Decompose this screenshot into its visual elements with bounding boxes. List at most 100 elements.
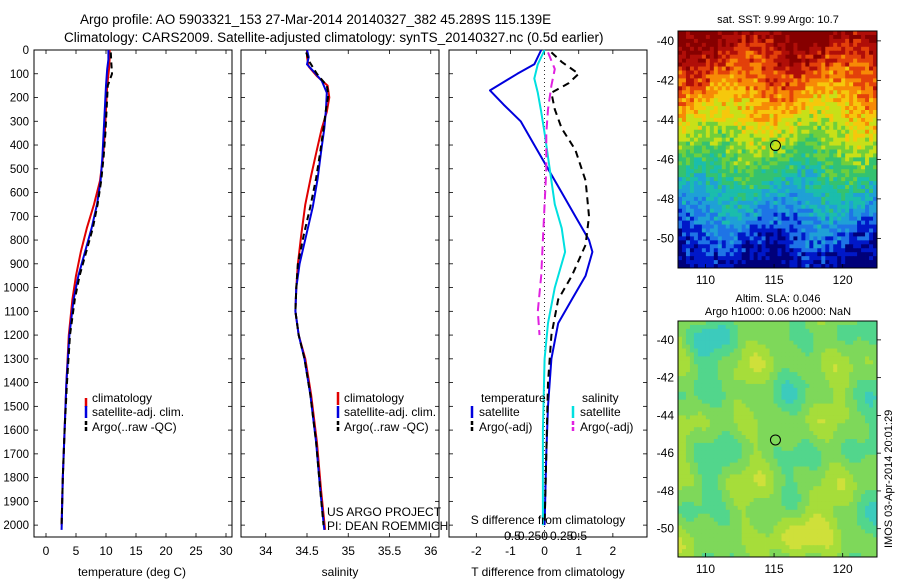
map-cell [709, 137, 715, 142]
map-cell [773, 94, 778, 99]
map-cell [745, 236, 751, 241]
map-cell [861, 439, 866, 444]
map-cell [837, 153, 842, 158]
map-cell [701, 86, 707, 91]
map-cell [741, 368, 747, 373]
map-cell [821, 383, 826, 389]
map-cell [725, 352, 731, 357]
map-cell [865, 264, 870, 269]
map-cell [821, 224, 826, 229]
map-cell [849, 248, 854, 253]
map-cell [777, 113, 782, 119]
map-cell [793, 208, 798, 214]
map-cell [789, 427, 794, 432]
map-cell [865, 196, 870, 202]
map-cell [713, 121, 719, 127]
map-cell [825, 106, 830, 111]
map-cell [757, 248, 762, 253]
map-cell [873, 189, 878, 194]
map-cell [825, 141, 830, 146]
map-cell [809, 442, 814, 448]
map-cell [701, 121, 707, 127]
map-cell [781, 435, 786, 440]
map-cell [757, 356, 762, 361]
map-cell [737, 336, 743, 342]
map-cell [785, 256, 790, 261]
map-cell [809, 110, 814, 115]
map-cell [681, 54, 687, 60]
map-cell [689, 74, 695, 79]
map-cell [709, 427, 715, 432]
map-cell [853, 82, 858, 87]
map-cell [765, 332, 770, 338]
map-cell [793, 336, 798, 342]
map-cell [873, 38, 878, 44]
map-cell [757, 54, 762, 60]
map-cell [725, 387, 731, 393]
map-cell [773, 328, 778, 334]
map-cell [773, 348, 778, 353]
map-cell [853, 324, 858, 330]
map-cell [697, 431, 703, 436]
map-cell [829, 403, 834, 408]
map-cell [801, 415, 806, 420]
map-cell [777, 153, 782, 158]
map-cell [853, 125, 858, 131]
map-cell [845, 427, 850, 432]
map-cell [797, 446, 802, 452]
map-cell [753, 129, 758, 135]
map-cell [761, 94, 766, 99]
map-cell [813, 332, 818, 338]
map-cell [785, 411, 790, 416]
map-cell [689, 129, 695, 135]
map-cell [865, 78, 870, 83]
map-cell [865, 161, 870, 166]
map-cell [793, 232, 798, 237]
map-cell [809, 321, 814, 326]
map-cell [769, 356, 774, 361]
map-cell [845, 446, 850, 452]
map-cell [849, 236, 854, 241]
map-cell [805, 78, 810, 83]
map-cell [777, 196, 782, 202]
map-cell [737, 78, 743, 83]
map-cell [845, 46, 850, 52]
map-cell [841, 141, 846, 146]
map-cell [849, 74, 854, 79]
map-cell [805, 232, 810, 237]
map-cell [821, 252, 826, 257]
map-cell [757, 380, 762, 385]
map-cell [869, 356, 874, 361]
map-cell [825, 244, 830, 249]
map-cell [689, 324, 695, 330]
map-cell [797, 232, 802, 237]
map-cell [701, 165, 707, 170]
map-cell [817, 82, 822, 87]
x-tick-label: 2 [610, 544, 617, 558]
map-cell [805, 98, 810, 103]
map-cell [697, 38, 703, 44]
map-cell [773, 248, 778, 253]
map-cell [745, 383, 751, 389]
map-cell [829, 220, 834, 225]
map-cell [821, 442, 826, 448]
map-cell [793, 252, 798, 257]
map-cell [693, 110, 699, 115]
map-cell [833, 411, 838, 416]
map-cell [765, 38, 770, 44]
map-cell [745, 240, 751, 245]
map-cell [713, 86, 719, 91]
map-cell [753, 42, 758, 48]
map-cell [841, 415, 846, 420]
map-cell [725, 153, 731, 158]
map-cell [821, 439, 826, 444]
map-cell [821, 66, 826, 71]
map-cell [857, 185, 862, 190]
map-cell [785, 90, 790, 95]
map-cell [745, 220, 751, 225]
map-cell [781, 113, 786, 119]
map-cell [837, 228, 842, 233]
map-cell [721, 228, 727, 233]
map-cell [697, 252, 703, 257]
map-cell [685, 360, 691, 365]
